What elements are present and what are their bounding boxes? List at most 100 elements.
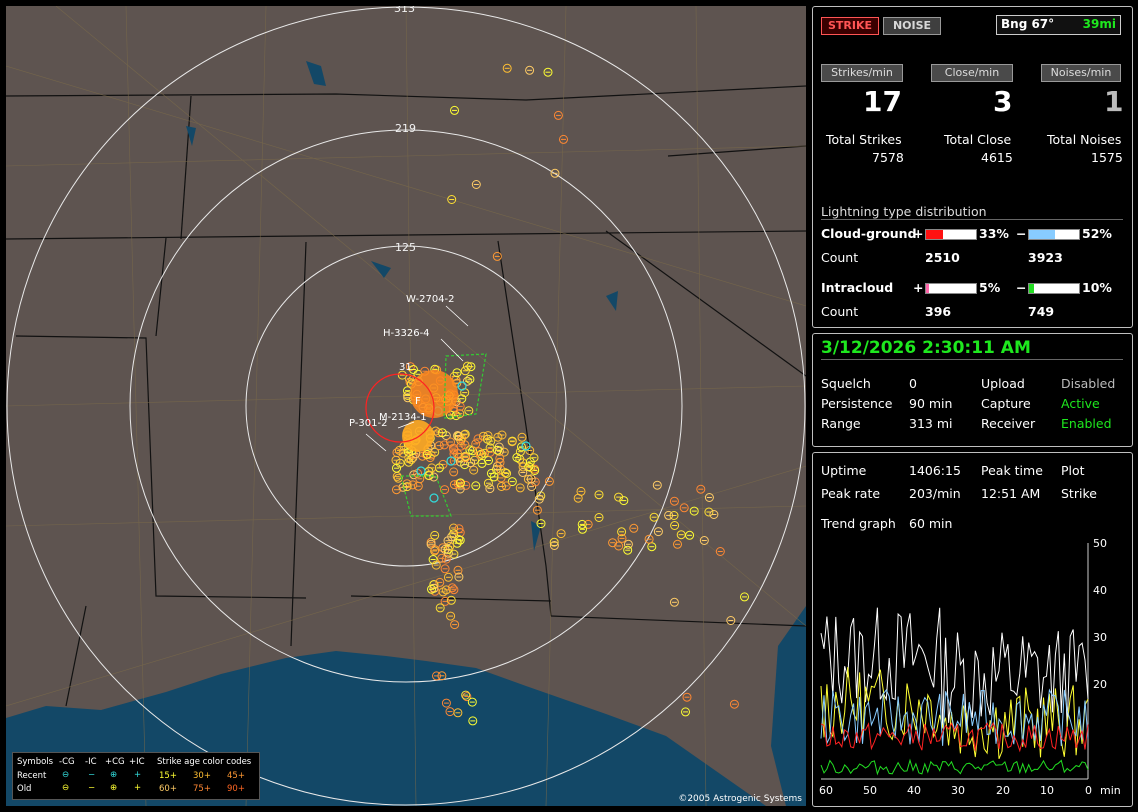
total-strikes-value: 7578 <box>872 150 904 165</box>
storm-label-31[interactable]: 31 <box>399 362 412 373</box>
y-tick-50: 50 <box>1093 537 1107 550</box>
strike-symbol <box>441 698 451 708</box>
strike-symbol <box>465 445 475 455</box>
strike-symbol <box>471 481 481 491</box>
persistence-value[interactable]: 90 min <box>909 396 953 411</box>
strike-symbol <box>447 195 457 204</box>
upload-value[interactable]: Disabled <box>1061 376 1116 391</box>
strike-symbol <box>623 539 633 549</box>
symbols-legend: Symbols -CG -IC +CG +IC Strike age color… <box>12 752 260 800</box>
strike-symbol <box>617 533 627 543</box>
age-code-75: 75+ <box>193 784 211 794</box>
strike-symbol <box>427 463 437 473</box>
strike-symbol <box>460 366 470 376</box>
strike-symbol <box>454 524 464 534</box>
noises-per-min-button[interactable]: Noises/min <box>1041 64 1121 82</box>
lightning-map[interactable]: 313 219 125 W-2704-2 H-3326-4 31 F M-213… <box>6 6 806 806</box>
legend-neg-cg: -CG <box>59 757 75 767</box>
strike-symbol <box>617 527 627 537</box>
storm-label-m2134[interactable]: M-2134-1 <box>379 412 427 423</box>
strike-symbol <box>536 519 546 529</box>
legend-neg-ic: -IC <box>85 757 97 767</box>
ic-plus-sign: + <box>913 280 924 295</box>
strike-symbol <box>471 180 481 189</box>
strike-symbol <box>440 544 450 554</box>
strike-symbol <box>474 447 484 457</box>
peak-rate-value: 203/min <box>909 486 961 501</box>
strike-symbol <box>740 592 749 602</box>
strike-symbol <box>446 595 456 605</box>
range-value[interactable]: 313 mi <box>909 416 953 431</box>
recent-strike-symbol <box>457 381 467 391</box>
strike-symbol <box>440 564 450 574</box>
old-neg-cg-icon: ⊖ <box>62 783 70 793</box>
plot-value[interactable]: Strike <box>1061 486 1097 501</box>
strike-symbol <box>544 476 554 486</box>
strike-symbol <box>466 458 476 468</box>
strike-symbol <box>462 376 472 386</box>
ic-minus-sign: − <box>1016 280 1027 295</box>
trend-graph-value[interactable]: 60 min <box>909 516 953 531</box>
strike-symbol <box>549 541 559 550</box>
strike-symbol <box>473 434 483 444</box>
close-per-min-button[interactable]: Close/min <box>931 64 1013 82</box>
x-tick-20: 20 <box>996 784 1010 797</box>
strike-symbol <box>559 134 568 144</box>
legend-symbols-label: Symbols <box>17 757 54 767</box>
trend-graph: 50 40 30 20 60 50 40 30 20 10 0 min <box>819 537 1121 797</box>
strike-symbol <box>439 440 449 450</box>
squelch-value[interactable]: 0 <box>909 376 917 391</box>
strikes-per-min-button[interactable]: Strikes/min <box>821 64 903 82</box>
strike-symbol <box>709 510 719 519</box>
age-code-90: 90+ <box>227 784 245 794</box>
strike-symbol <box>525 65 535 75</box>
distribution-title: Lightning type distribution <box>821 204 987 219</box>
storm-label-f[interactable]: F <box>415 396 421 407</box>
strike-symbol <box>454 572 464 582</box>
strike-symbol <box>524 462 534 472</box>
strike-symbol <box>440 485 450 495</box>
recent-strike-symbol <box>416 466 426 476</box>
strike-symbol <box>443 536 453 546</box>
strike-symbol <box>534 494 544 504</box>
receiver-value[interactable]: Enabled <box>1061 416 1112 431</box>
strike-symbol <box>492 251 502 261</box>
x-tick-40: 40 <box>907 784 921 797</box>
age-code-15: 15+ <box>159 771 177 781</box>
legend-old-label: Old <box>17 784 32 794</box>
strike-symbol <box>669 496 679 506</box>
strike-symbol <box>450 620 460 630</box>
strike-symbol <box>679 503 689 513</box>
strike-symbol <box>430 545 440 555</box>
strike-symbol <box>669 597 679 607</box>
plot-label: Plot <box>1061 463 1085 478</box>
strike-symbol <box>392 463 401 473</box>
strike-symbol <box>517 432 527 442</box>
strike-symbol <box>549 537 559 547</box>
cg-positive-pct: 33% <box>979 226 1009 241</box>
x-tick-50: 50 <box>863 784 877 797</box>
noise-button[interactable]: NOISE <box>883 17 941 35</box>
ic-positive-pct: 5% <box>979 280 1001 295</box>
age-code-60: 60+ <box>159 784 177 794</box>
strike-symbol <box>623 545 633 555</box>
storm-cells <box>365 305 487 517</box>
storm-label-h3326[interactable]: H-3326-4 <box>383 328 430 339</box>
strike-symbol <box>489 472 499 482</box>
strike-symbol <box>507 477 517 487</box>
strike-symbol <box>402 482 412 492</box>
capture-value[interactable]: Active <box>1061 396 1100 411</box>
stats-panel: STRIKE NOISE Bng 67° 39mi Strikes/min Cl… <box>812 6 1133 328</box>
strike-symbol <box>515 483 525 493</box>
storm-label-p301[interactable]: P-301-2 <box>349 418 388 429</box>
strike-symbol <box>428 555 438 564</box>
strike-symbol <box>429 472 439 482</box>
strike-symbol <box>578 524 587 534</box>
strike-symbol <box>441 554 451 564</box>
strike-button[interactable]: STRIKE <box>821 17 879 35</box>
atlantic-water <box>771 606 806 806</box>
total-close-label: Total Close <box>944 132 1012 147</box>
state-borders <box>6 85 806 707</box>
storm-label-w2704[interactable]: W-2704-2 <box>406 294 455 305</box>
trend-panel: Uptime 1406:15 Peak time 12:51 AM Plot S… <box>812 452 1133 807</box>
